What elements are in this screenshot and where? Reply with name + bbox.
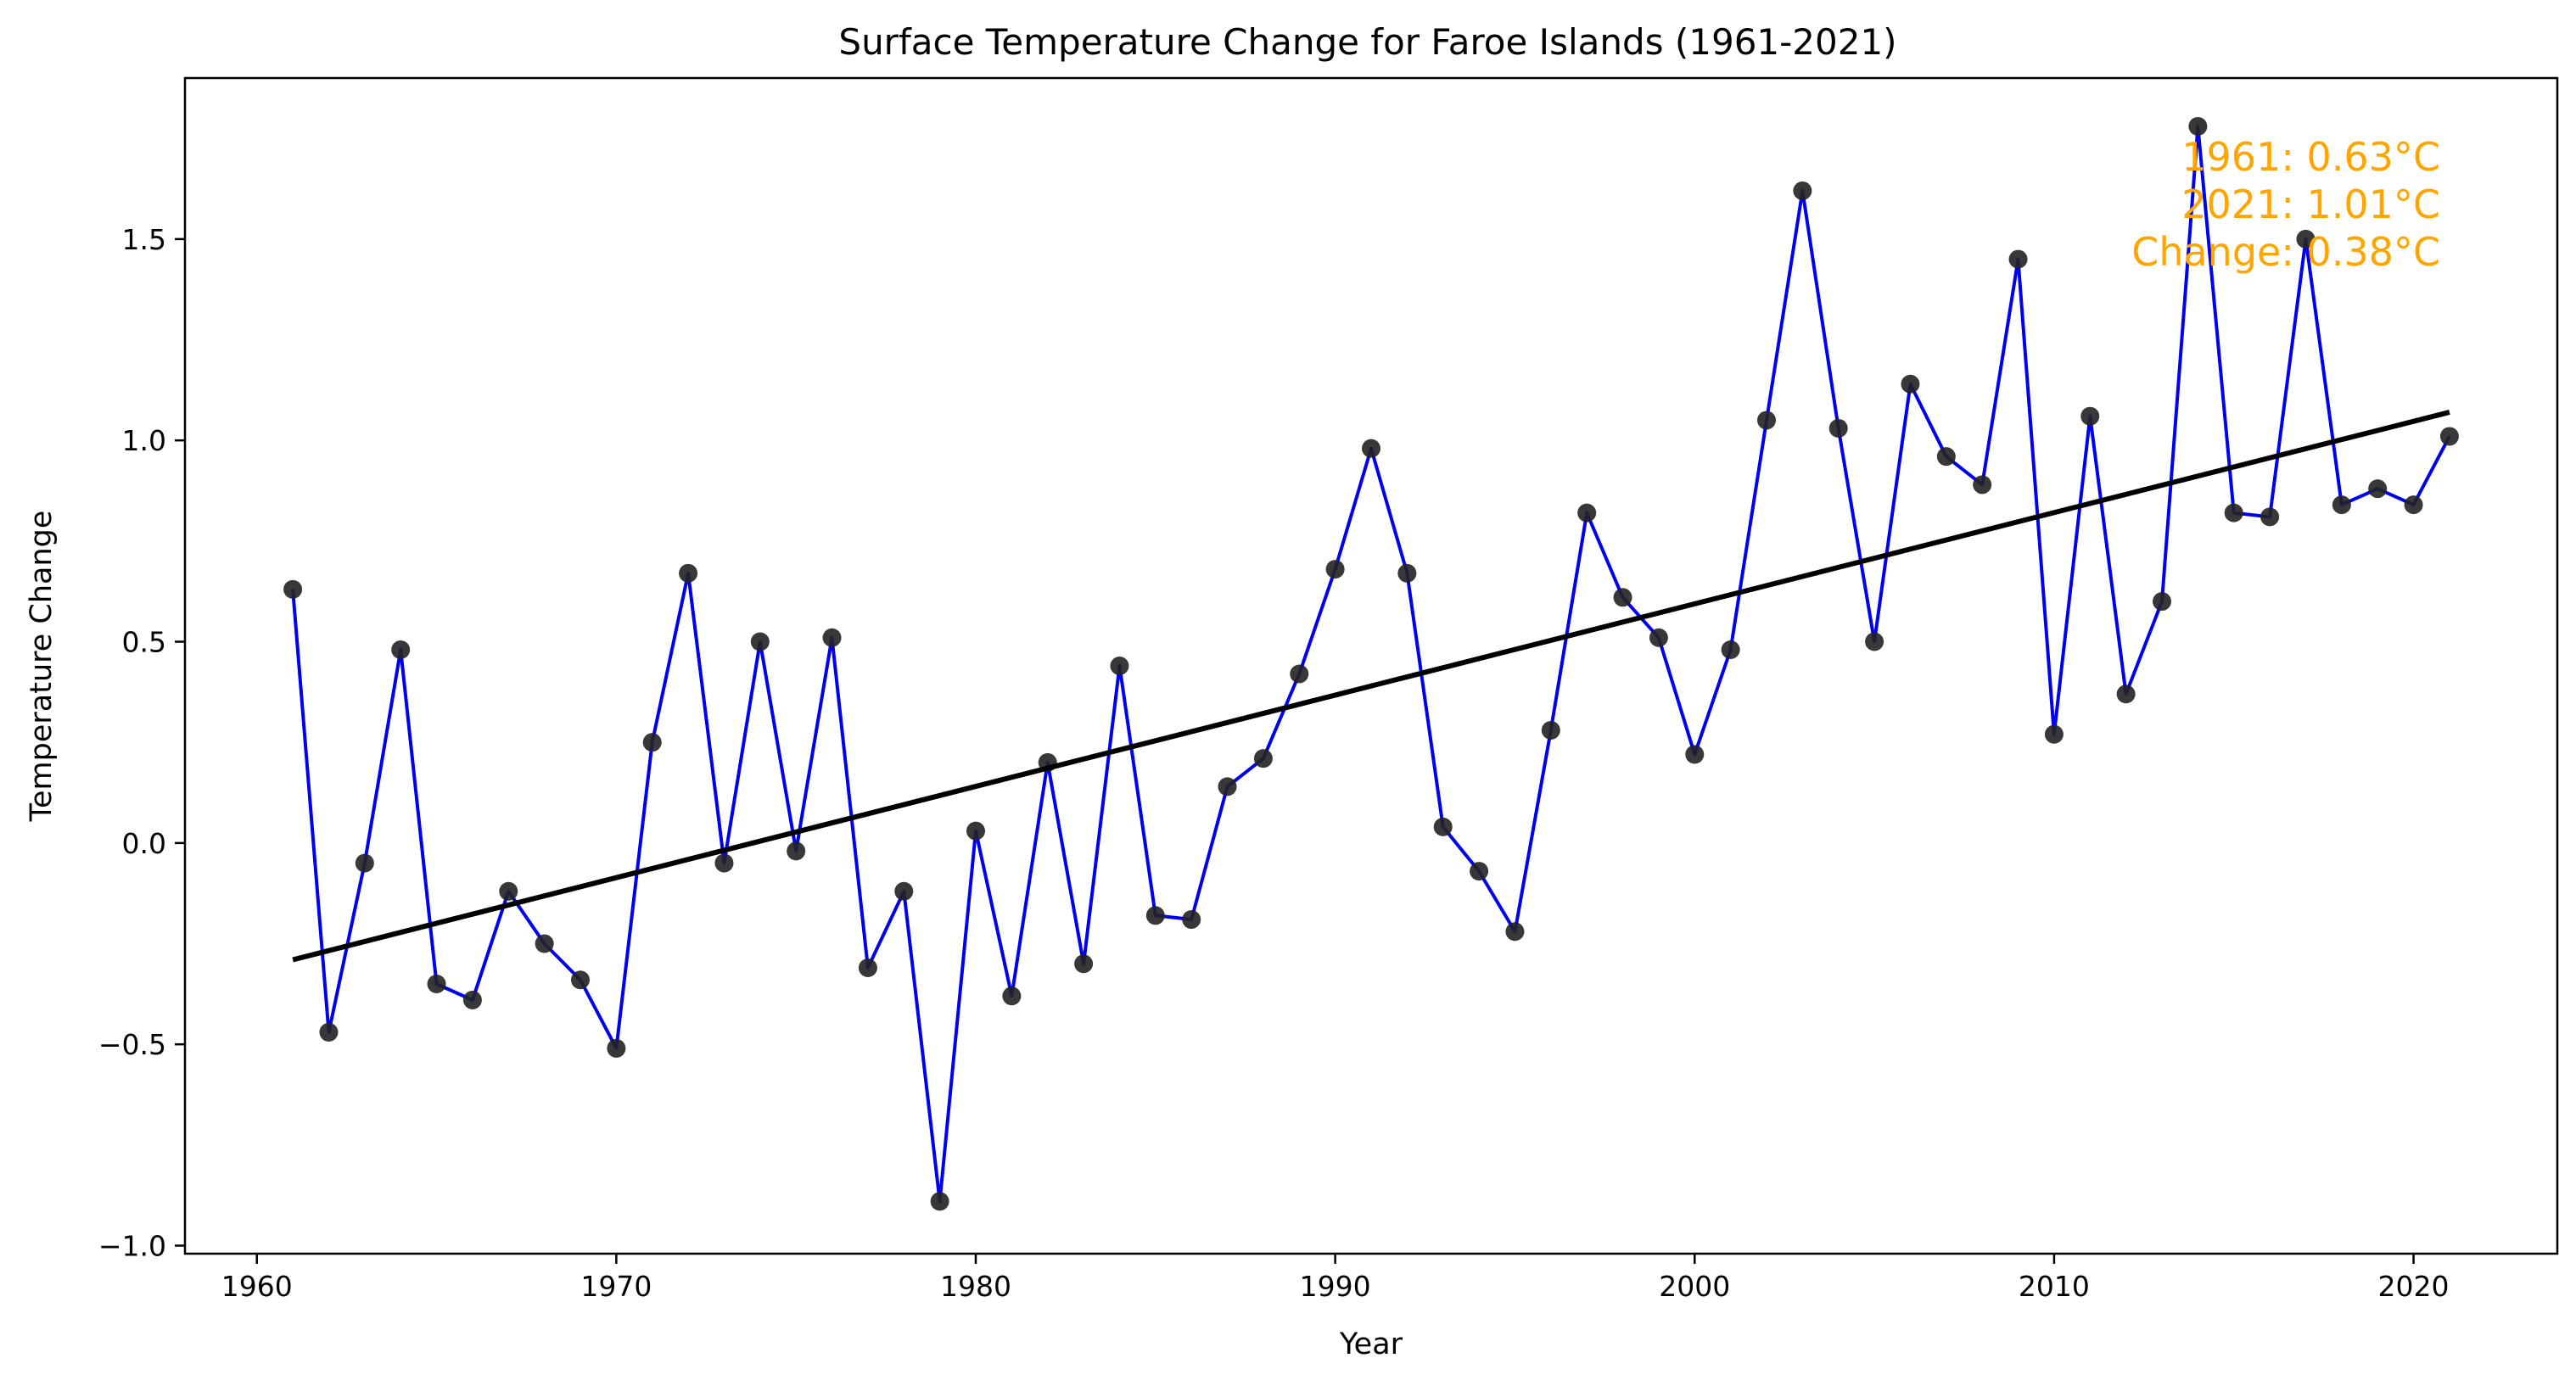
data-point — [1470, 862, 1489, 881]
data-point — [1505, 922, 1525, 942]
data-point — [2116, 685, 2136, 704]
data-point — [1721, 640, 1740, 660]
annotation-line: Change: 0.38°C — [2131, 229, 2440, 275]
data-point — [1936, 447, 1956, 467]
y-tick-label: −1.0 — [98, 1230, 166, 1263]
plot-frame — [183, 76, 2559, 1255]
data-point — [2044, 724, 2064, 744]
data-point — [787, 841, 806, 861]
data-point — [930, 1192, 949, 1211]
data-point — [642, 733, 662, 752]
y-tick-label: 0.0 — [122, 827, 166, 860]
y-axis: −1.0 −0.5 0.0 0.5 1.0 1.5 — [98, 223, 185, 1263]
x-axis: 1960 1970 1980 1990 2000 2010 2020 — [221, 1254, 2450, 1303]
data-point — [1397, 563, 1417, 583]
data-point — [355, 853, 374, 873]
data-point — [499, 881, 518, 901]
data-point — [535, 934, 554, 953]
data-point — [1325, 560, 1345, 579]
data-point — [571, 970, 590, 990]
data-point — [319, 1022, 339, 1042]
data-point — [750, 632, 770, 651]
data-point — [1757, 411, 1776, 430]
data-point — [2188, 116, 2208, 136]
data-point — [2224, 503, 2243, 523]
data-point — [2368, 479, 2388, 499]
x-tick-label: 2020 — [2378, 1270, 2450, 1303]
x-tick-label: 1960 — [221, 1270, 293, 1303]
data-point — [822, 628, 842, 647]
data-point — [679, 563, 698, 583]
data-point — [462, 990, 482, 1009]
x-tick-label: 1990 — [1300, 1270, 1371, 1303]
x-tick-label: 2010 — [2019, 1270, 2090, 1303]
data-point — [2260, 507, 2280, 527]
data-point — [607, 1038, 626, 1058]
y-axis-label: Temperature Change — [25, 511, 59, 823]
data-point — [1901, 374, 1920, 394]
data-point — [1290, 664, 1309, 684]
data-point — [2080, 406, 2100, 426]
data-point — [1685, 745, 1705, 764]
data-point — [427, 974, 446, 993]
data-point — [1182, 910, 1201, 930]
data-point — [1649, 628, 1668, 647]
data-point — [1218, 777, 1237, 796]
data-point — [1110, 657, 1129, 675]
data-point — [1074, 954, 1094, 974]
data-point — [1577, 503, 1597, 523]
data-point — [2332, 495, 2351, 515]
data-point — [1253, 749, 1273, 768]
data-point — [1362, 439, 1380, 458]
data-point — [2153, 592, 2171, 612]
data-point — [1865, 632, 1884, 651]
data-point — [894, 881, 914, 901]
data-point — [1145, 906, 1165, 925]
x-tick-label: 1970 — [580, 1270, 652, 1303]
annotation-line: 2021: 1.01°C — [2181, 182, 2440, 227]
data-point — [1828, 418, 1848, 438]
chart-title: Surface Temperature Change for Faroe Isl… — [838, 21, 1896, 63]
data-point — [2439, 427, 2459, 446]
y-tick-label: 1.5 — [122, 223, 166, 256]
data-point — [391, 640, 411, 660]
y-tick-label: 0.5 — [122, 626, 166, 659]
y-tick-label: −0.5 — [98, 1028, 166, 1061]
data-point — [2008, 249, 2028, 269]
x-tick-label: 2000 — [1659, 1270, 1730, 1303]
data-point — [1541, 720, 1560, 740]
data-point — [966, 821, 985, 841]
data-point — [283, 579, 303, 599]
data-point — [2296, 229, 2316, 249]
x-axis-label: Year — [1339, 1327, 1403, 1361]
annotation-line: 1961: 0.63°C — [2181, 134, 2440, 180]
data-point — [1973, 475, 1992, 495]
data-point — [2404, 495, 2423, 515]
data-point — [858, 958, 877, 977]
data-point — [714, 853, 734, 873]
trend-line — [292, 410, 2450, 963]
data-point — [1002, 986, 1022, 1006]
data-point — [1793, 181, 1812, 200]
y-tick-label: 1.0 — [122, 424, 166, 457]
data-point — [1433, 817, 1453, 836]
data-point — [1613, 588, 1632, 607]
x-tick-label: 1980 — [940, 1270, 1011, 1303]
plot-area — [283, 116, 2459, 1211]
